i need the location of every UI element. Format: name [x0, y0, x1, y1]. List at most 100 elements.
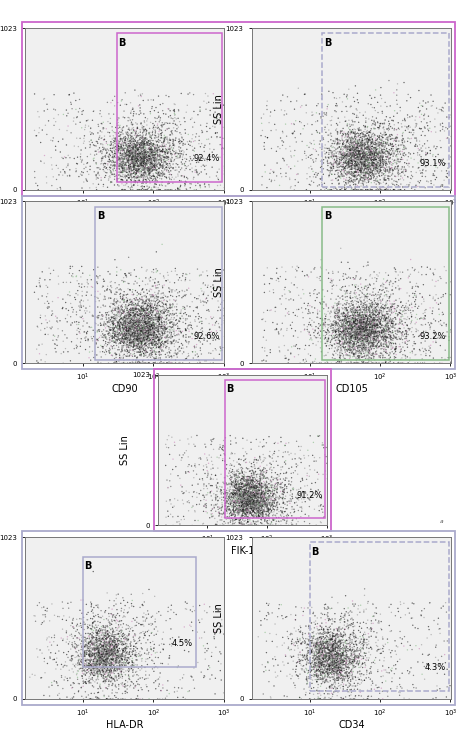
Point — [154, 294, 162, 306]
Point — [103, 148, 110, 159]
Point — [256, 475, 264, 486]
Point — [321, 651, 328, 663]
Point — [320, 442, 327, 454]
Point — [150, 304, 158, 316]
Point — [120, 666, 127, 678]
Point — [399, 148, 407, 159]
Point — [89, 309, 96, 321]
Point — [131, 322, 138, 334]
Point — [139, 323, 146, 334]
Point — [391, 635, 398, 646]
Point — [234, 508, 241, 520]
Point — [141, 314, 148, 325]
Point — [136, 176, 144, 187]
Point — [111, 277, 119, 289]
Point — [109, 636, 116, 648]
Point — [207, 105, 214, 117]
Point — [105, 646, 113, 658]
Point — [119, 659, 126, 671]
Point — [87, 613, 94, 624]
Point — [357, 272, 365, 284]
Point — [164, 163, 171, 175]
Point — [345, 670, 353, 682]
Point — [251, 475, 259, 487]
Point — [339, 143, 347, 155]
Point — [52, 311, 60, 323]
Point — [274, 474, 281, 486]
Point — [323, 655, 331, 666]
Point — [321, 291, 328, 303]
Point — [362, 306, 369, 318]
Point — [289, 501, 296, 513]
Point — [161, 151, 168, 163]
Point — [122, 686, 130, 697]
Point — [87, 642, 94, 654]
Point — [243, 492, 250, 503]
Point — [332, 642, 339, 654]
Point — [400, 320, 407, 331]
Point — [249, 483, 256, 495]
Point — [136, 333, 144, 345]
Point — [164, 292, 171, 303]
Point — [156, 639, 163, 651]
Point — [142, 145, 149, 156]
Point — [125, 169, 132, 181]
Point — [130, 330, 137, 342]
Point — [356, 311, 363, 323]
Point — [86, 661, 93, 673]
Point — [343, 338, 350, 350]
Point — [363, 136, 371, 148]
Point — [358, 177, 365, 189]
Point — [154, 320, 161, 332]
Point — [341, 342, 349, 354]
Point — [131, 311, 138, 323]
Point — [206, 151, 213, 162]
Point — [115, 333, 122, 345]
Point — [313, 125, 320, 137]
Point — [144, 184, 151, 196]
Point — [133, 332, 140, 344]
Point — [141, 327, 148, 339]
Point — [143, 323, 151, 334]
Point — [339, 659, 347, 671]
Point — [374, 158, 381, 170]
Point — [311, 642, 318, 654]
Point — [256, 497, 263, 508]
Point — [245, 486, 252, 497]
Point — [148, 320, 155, 331]
Point — [370, 328, 377, 340]
Point — [47, 134, 55, 146]
Point — [342, 653, 349, 665]
Point — [337, 662, 344, 674]
Point — [238, 493, 245, 505]
Point — [109, 673, 117, 685]
Point — [134, 332, 142, 344]
Point — [277, 468, 284, 480]
Point — [246, 475, 254, 486]
Point — [143, 303, 151, 315]
Point — [234, 483, 242, 495]
Point — [252, 500, 260, 511]
Point — [351, 308, 358, 320]
Point — [130, 631, 137, 643]
Point — [249, 465, 256, 477]
Point — [114, 309, 121, 321]
Point — [99, 648, 106, 660]
Point — [416, 135, 423, 147]
Point — [246, 476, 254, 488]
Point — [356, 311, 363, 323]
Point — [131, 159, 138, 170]
Point — [166, 286, 173, 297]
Point — [166, 162, 173, 174]
Point — [111, 325, 118, 337]
Point — [365, 631, 373, 643]
Point — [181, 290, 189, 302]
Point — [252, 480, 259, 492]
Point — [172, 119, 179, 131]
Point — [102, 638, 109, 650]
Point — [401, 161, 408, 173]
Point — [319, 319, 327, 331]
Point — [360, 339, 367, 351]
Point — [120, 142, 128, 154]
Point — [76, 265, 83, 277]
